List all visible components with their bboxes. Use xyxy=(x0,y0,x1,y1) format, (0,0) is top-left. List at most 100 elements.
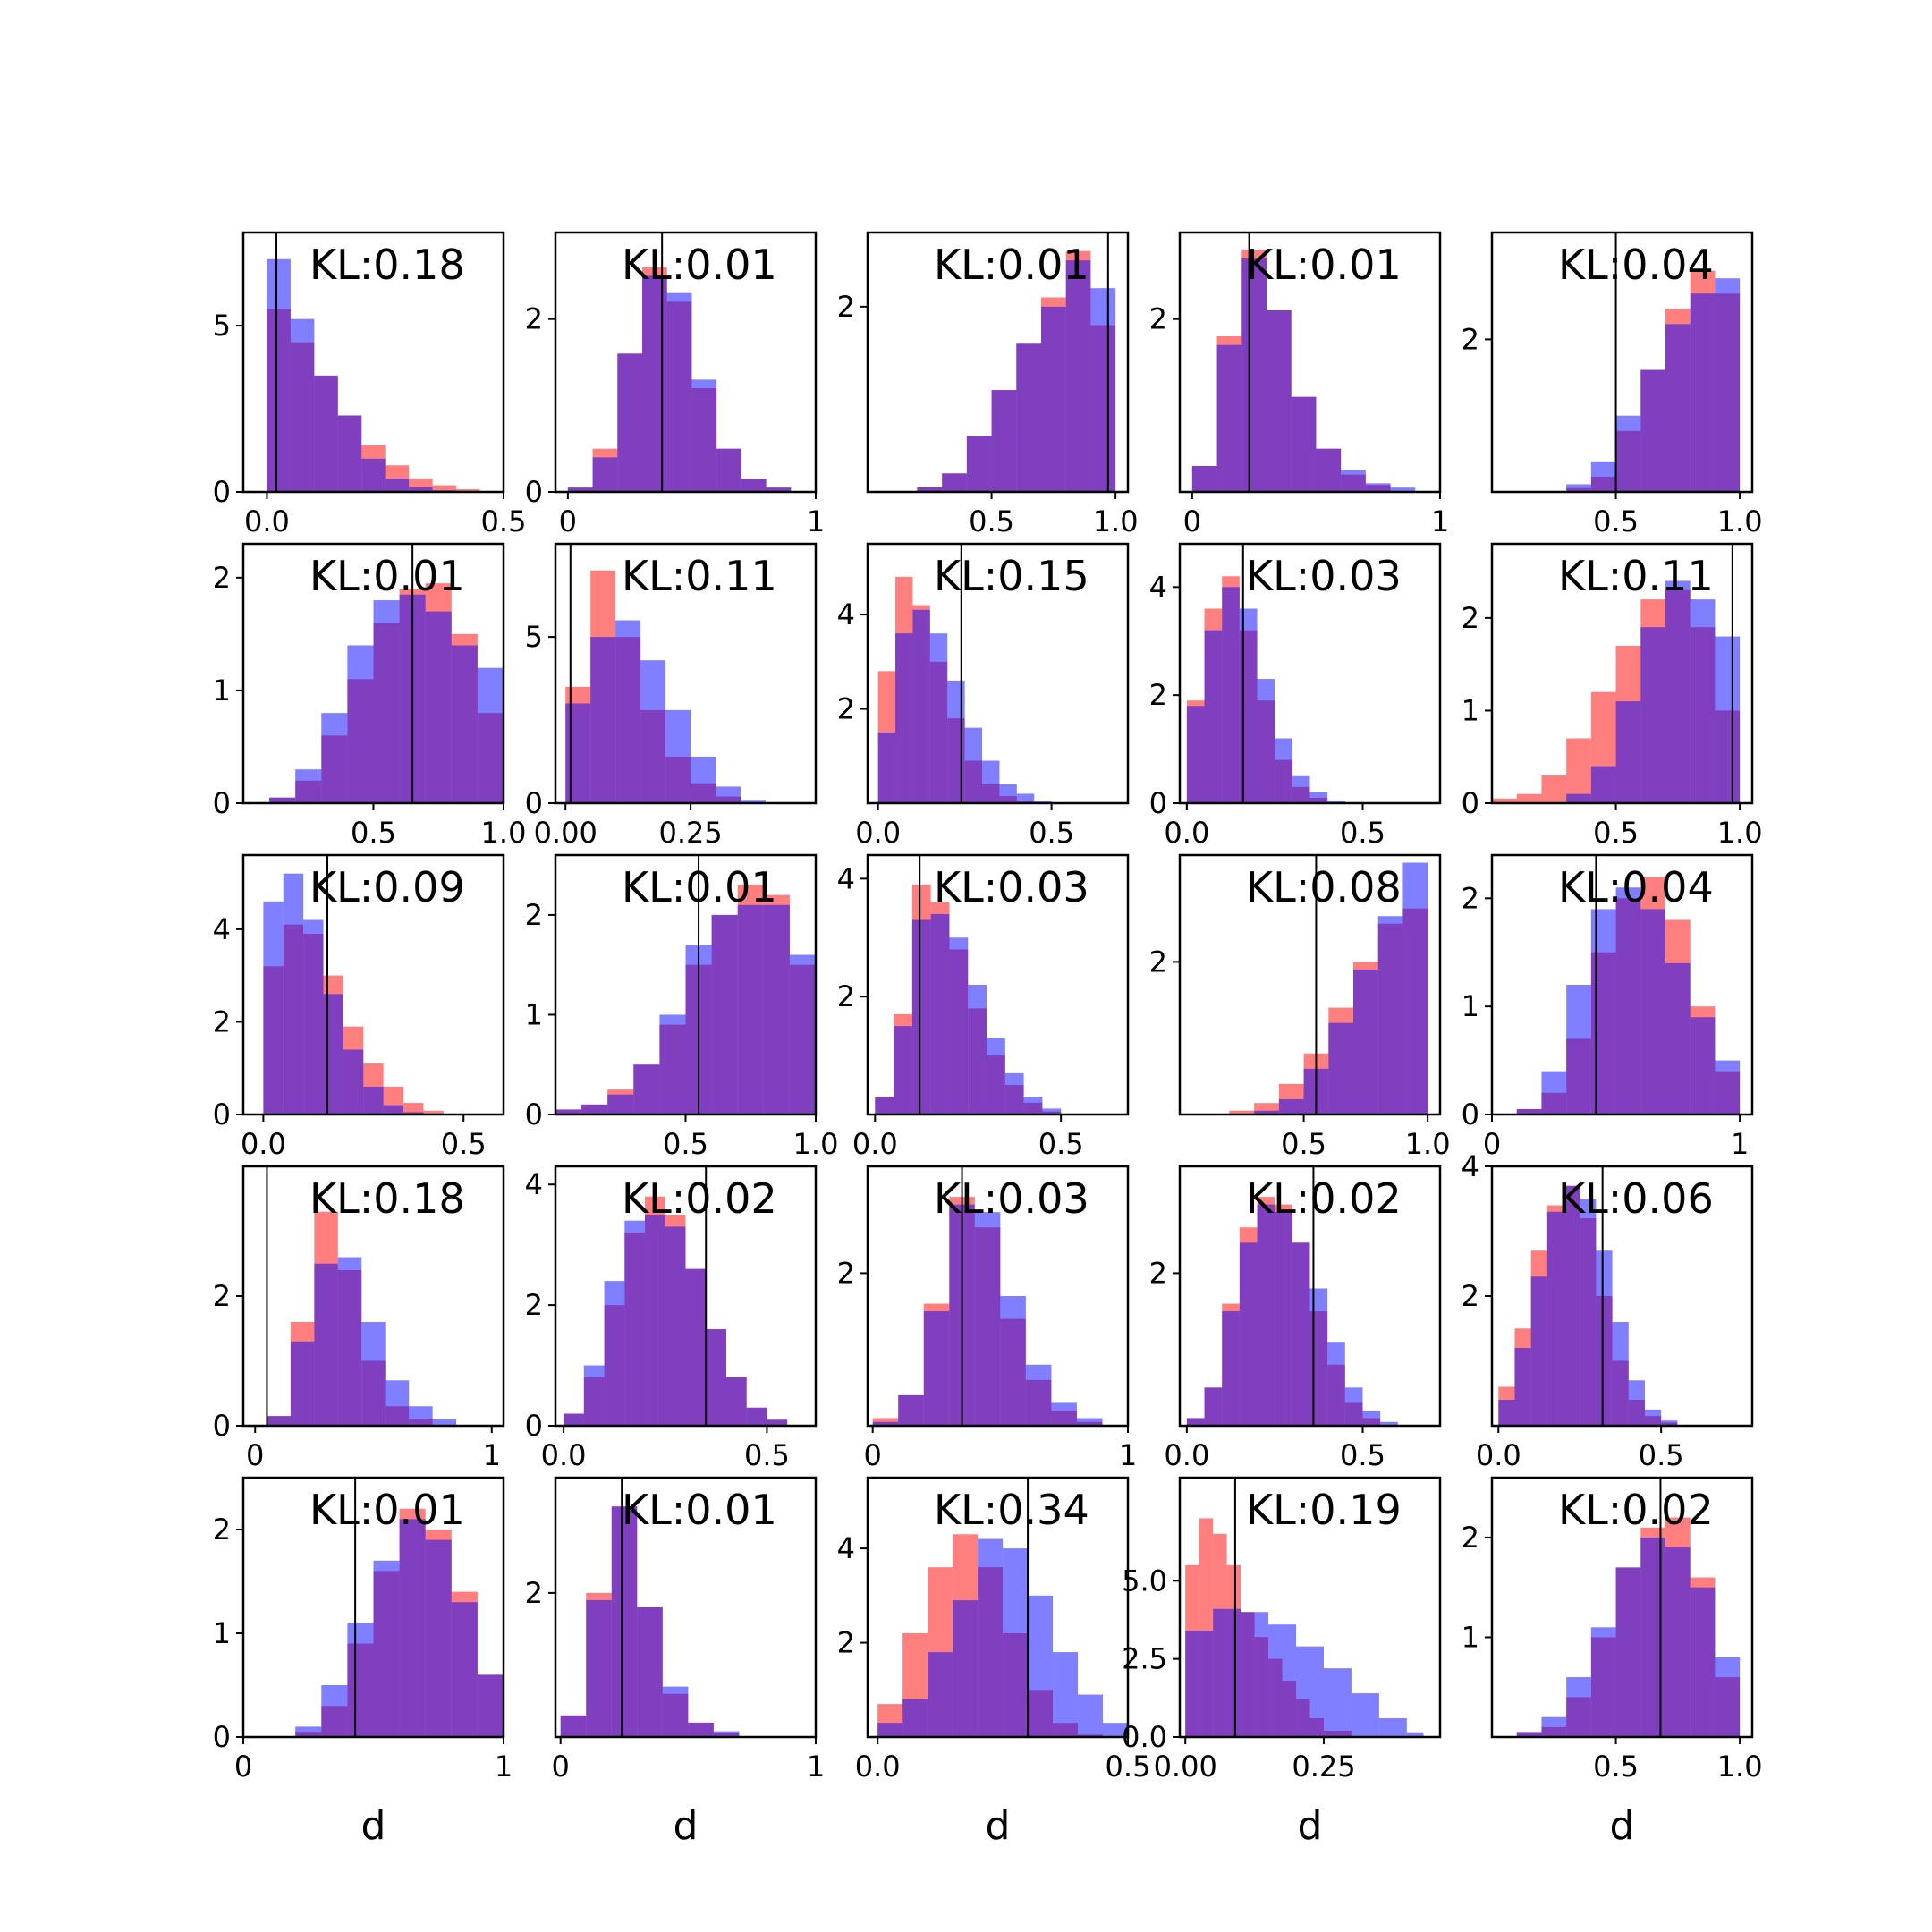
kl-annotation: KL:0.03 xyxy=(934,863,1089,911)
blue-bar xyxy=(917,487,943,492)
bars xyxy=(917,233,1116,492)
y-tick-label: 4 xyxy=(837,861,855,895)
histogram-panel-16: 0 2 0 1 KL:0.18 xyxy=(213,1165,505,1472)
y-tick-label: 0 xyxy=(1149,786,1167,820)
x-tick-label: 1.0 xyxy=(1717,816,1763,850)
x-tick-label: 0.0 xyxy=(852,1127,898,1161)
bars xyxy=(1186,544,1345,803)
blue-bar xyxy=(560,1715,587,1737)
bars xyxy=(560,1478,740,1737)
kl-annotation: KL:0.18 xyxy=(309,241,465,289)
blue-bar xyxy=(1034,801,1052,803)
y-tick-label: 2 xyxy=(1149,302,1167,336)
y-tick-label: 2 xyxy=(1149,945,1167,979)
blue-bar xyxy=(665,1226,686,1426)
y-tick-label: 0 xyxy=(213,475,231,509)
red-bar xyxy=(1492,798,1517,803)
blue-bar xyxy=(1222,1311,1240,1426)
blue-bar xyxy=(902,1699,928,1737)
histogram-panel-15: 0 1 2 0 1 KL:0.04 xyxy=(1462,853,1754,1161)
y-tick-label: 4 xyxy=(837,1531,855,1565)
blue-bar xyxy=(691,379,717,492)
bars xyxy=(1516,1478,1741,1737)
kl-annotation: KL:0.09 xyxy=(309,863,465,911)
blue-bar xyxy=(1615,415,1641,492)
kl-annotation: KL:0.02 xyxy=(1246,1174,1402,1223)
kl-annotation: KL:0.01 xyxy=(1246,241,1402,289)
blue-bar xyxy=(1003,1548,1029,1737)
x-axis-label: d xyxy=(1298,1803,1323,1849)
bars xyxy=(1498,1166,1678,1426)
blue-bar xyxy=(1690,1587,1716,1737)
y-tick-label: 2 xyxy=(1462,322,1479,356)
bars xyxy=(263,855,444,1114)
y-tick-label: 2 xyxy=(213,1279,231,1313)
blue-bar xyxy=(1186,1418,1205,1426)
bars xyxy=(877,544,1052,803)
bars xyxy=(875,855,1062,1114)
x-tick-label: 0.00 xyxy=(534,816,597,850)
x-tick-label: 1 xyxy=(495,1750,513,1784)
blue-bar xyxy=(1222,587,1240,803)
kl-annotation: KL:0.04 xyxy=(1558,241,1714,289)
blue-bar xyxy=(1103,1723,1128,1737)
blue-bar xyxy=(1377,916,1403,1114)
histogram-panel-7: 0 5 0.00 0.25 KL:0.11 xyxy=(525,542,818,850)
x-tick-label: 0.5 xyxy=(481,504,527,538)
blue-bar xyxy=(991,390,1017,492)
y-tick-label: 2 xyxy=(213,1004,231,1038)
y-tick-label: 2 xyxy=(837,1626,855,1660)
histogram-panel-11: 0 2 4 0.0 0.5 KL:0.09 xyxy=(213,853,505,1161)
blue-bar xyxy=(1241,258,1267,492)
blue-bar xyxy=(1316,448,1342,492)
x-tick-label: 0.5 xyxy=(1593,1750,1639,1784)
blue-bar xyxy=(987,1038,1005,1114)
y-tick-label: 2 xyxy=(1149,1256,1167,1290)
blue-bar xyxy=(1498,1400,1515,1426)
blue-bar xyxy=(1186,706,1205,803)
axes-frame xyxy=(1490,231,1754,494)
blue-bar xyxy=(706,1329,726,1426)
blue-bar xyxy=(1566,793,1591,803)
blue-bar xyxy=(741,800,767,803)
bars xyxy=(565,544,767,803)
bars xyxy=(872,1166,1103,1426)
axes-frame xyxy=(1490,853,1754,1116)
bars xyxy=(1492,544,1741,803)
y-tick-label: 4 xyxy=(1149,570,1167,604)
y-tick-label: 2 xyxy=(1462,601,1479,635)
axes-frame xyxy=(554,1476,818,1739)
x-tick-label: 0.5 xyxy=(1639,1438,1684,1472)
blue-bar xyxy=(581,1104,608,1114)
x-tick-label: 0 xyxy=(864,1438,882,1472)
blue-bar xyxy=(1078,1694,1104,1737)
blue-bar xyxy=(1541,1071,1567,1114)
blue-bar xyxy=(659,1014,686,1114)
blue-bar xyxy=(1615,887,1641,1114)
axes-frame xyxy=(554,1165,818,1428)
blue-bar xyxy=(1665,324,1690,492)
kl-annotation: KL:0.02 xyxy=(1558,1486,1714,1534)
axes-frame xyxy=(1178,231,1442,494)
blue-bar xyxy=(1351,1693,1379,1737)
y-tick-label: 0.0 xyxy=(1122,1720,1167,1754)
blue-bar xyxy=(347,645,374,803)
axes-frame xyxy=(554,542,818,805)
blue-bar xyxy=(1191,466,1217,492)
y-tick-label: 0 xyxy=(213,1097,231,1131)
y-tick-label: 0 xyxy=(525,786,543,820)
histogram-panel-25: 1 2 0.5 1.0 KL:0.02 d xyxy=(1462,1476,1763,1849)
axes-frame xyxy=(866,542,1130,805)
x-tick-label: 0.5 xyxy=(744,1438,790,1472)
blue-bar xyxy=(586,1599,612,1737)
blue-bar xyxy=(1327,1342,1345,1426)
y-tick-label: 0 xyxy=(213,786,231,820)
y-tick-label: 4 xyxy=(525,1167,543,1201)
blue-bar xyxy=(1516,1732,1542,1737)
x-axis-label: d xyxy=(674,1803,699,1849)
red-bar xyxy=(432,485,457,492)
bars xyxy=(877,1478,1128,1737)
y-tick-label: 2 xyxy=(837,979,855,1013)
x-tick-label: 0.5 xyxy=(1029,816,1074,850)
